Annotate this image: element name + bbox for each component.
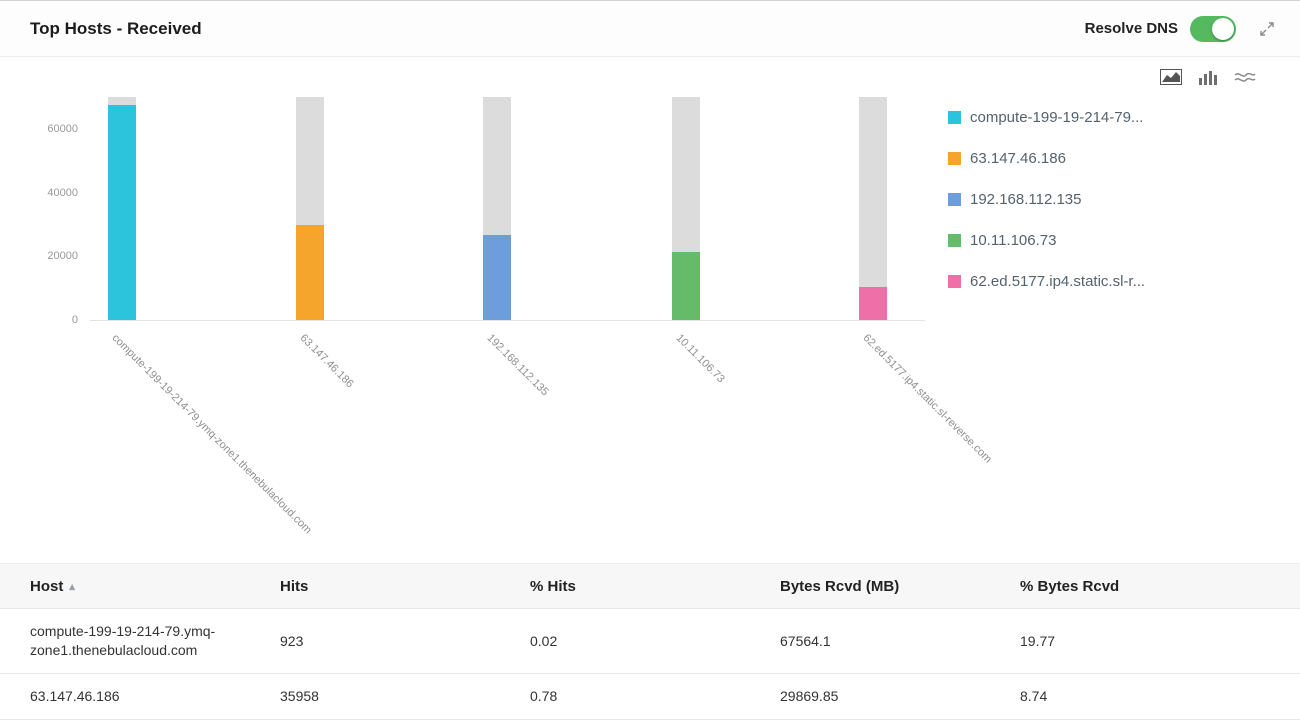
column-header-host[interactable]: Host ▴ xyxy=(30,578,280,595)
resolve-dns-toggle[interactable] xyxy=(1190,15,1236,42)
cell-pct_hits: 0.02 xyxy=(530,632,558,649)
stream-chart-icon[interactable] xyxy=(1234,70,1256,84)
bar-chart-icon[interactable] xyxy=(1198,69,1218,85)
legend-swatch-icon xyxy=(948,275,961,288)
y-axis-tick-label: 40000 xyxy=(47,186,78,199)
legend-label: 62.ed.5177.ip4.static.sl-r... xyxy=(970,273,1146,290)
legend-item[interactable]: 63.147.46.186 xyxy=(948,150,1145,167)
chart-type-switcher xyxy=(1160,69,1256,85)
legend-label: 63.147.46.186 xyxy=(970,150,1066,167)
chart-bar-track xyxy=(859,97,888,320)
table-row[interactable]: compute-199-19-214-79.ymq-zone1.thenebul… xyxy=(0,609,1300,674)
chart-bar[interactable] xyxy=(859,286,888,320)
cell-bytes_rcvd: 29869.85 xyxy=(780,688,839,705)
table-header-row: Host ▴ Hits % Hits Bytes Rcvd (MB) % Bytes Rc… xyxy=(0,563,1300,609)
table-body: compute-199-19-214-79.ymq-zone1.thenebul… xyxy=(0,609,1300,720)
chart-legend: compute-199-19-214-79... 63.147.46.186 192… xyxy=(948,109,1145,314)
x-axis-label: 10.11.106.73 xyxy=(673,332,728,386)
area-chart-icon[interactable] xyxy=(1160,69,1182,85)
legend-swatch-icon xyxy=(948,193,961,206)
legend-swatch-icon xyxy=(948,152,961,165)
column-header-hits[interactable]: Hits xyxy=(280,578,530,595)
expand-icon[interactable] xyxy=(1260,21,1274,36)
column-header-bytes_rcvd[interactable]: Bytes Rcvd (MB) xyxy=(780,578,1020,595)
column-header-pct_bytes[interactable]: % Bytes Rcvd xyxy=(1020,578,1270,595)
column-header-label: % Hits xyxy=(530,577,576,595)
sort-ascending-icon: ▴ xyxy=(69,580,75,593)
legend-label: compute-199-19-214-79... xyxy=(970,109,1144,126)
x-axis-label: 62.ed.5177.ip4.static.sl-reverse.com xyxy=(860,332,995,466)
chart-bar[interactable] xyxy=(107,104,136,320)
chart-bar-track xyxy=(482,97,511,320)
chart-bar[interactable] xyxy=(672,252,701,320)
cell-pct_bytes: 19.77 xyxy=(1020,632,1056,649)
cell-hits: 923 xyxy=(280,632,304,649)
chart-bar-track xyxy=(672,97,701,320)
chart-bar-track xyxy=(295,97,324,320)
legend-item[interactable]: 62.ed.5177.ip4.static.sl-r... xyxy=(948,273,1145,290)
cell-hits: 35958 xyxy=(280,688,319,705)
hosts-table: Host ▴ Hits % Hits Bytes Rcvd (MB) % Bytes Rc… xyxy=(0,563,1300,720)
chart-section: 0 20000 40000 60000 compute-199-19-214-79.ym… xyxy=(0,57,1300,547)
cell-host: 63.147.46.186 xyxy=(30,687,120,704)
x-axis-label: 192.168.112.135 xyxy=(484,332,551,399)
resolve-dns-label: Resolve DNS xyxy=(1084,20,1178,37)
legend-label: 192.168.112.135 xyxy=(970,191,1082,208)
toggle-knob xyxy=(1212,17,1234,40)
cell-pct_bytes: 8.74 xyxy=(1020,688,1048,705)
widget-header: Top Hosts - Received Resolve DNS xyxy=(0,0,1300,57)
plot-area: 0 20000 40000 60000 compute-199-19-214-79.ym… xyxy=(47,97,994,536)
column-header-label: Host xyxy=(30,577,64,595)
table-row[interactable]: 63.147.46.186 35958 0.78 29869.85 8.74 xyxy=(0,674,1300,720)
legend-item[interactable]: 10.11.106.73 xyxy=(948,232,1145,249)
header-controls: Resolve DNS xyxy=(1084,15,1274,42)
chart-bar[interactable] xyxy=(482,234,511,320)
legend-swatch-icon xyxy=(948,111,961,124)
column-header-label: Bytes Rcvd (MB) xyxy=(780,577,900,595)
column-header-pct_hits[interactable]: % Hits xyxy=(530,578,780,595)
x-axis-label: compute-199-19-214-79.ymq-zone1.thenebul… xyxy=(109,332,314,537)
x-axis-label: 63.147.46.186 xyxy=(297,332,356,391)
chart-bar-track xyxy=(107,97,136,320)
legend-item[interactable]: 192.168.112.135 xyxy=(948,191,1145,208)
legend-label: 10.11.106.73 xyxy=(970,232,1057,249)
column-header-label: Hits xyxy=(280,577,309,595)
legend-item[interactable]: compute-199-19-214-79... xyxy=(948,109,1145,126)
cell-host: compute-199-19-214-79.ymq-zone1.thenebul… xyxy=(30,623,216,658)
chart-bar[interactable] xyxy=(295,224,324,320)
legend-swatch-icon xyxy=(948,234,961,247)
y-axis-tick-label: 0 xyxy=(71,314,78,326)
cell-pct_hits: 0.78 xyxy=(530,688,558,705)
column-header-label: % Bytes Rcvd xyxy=(1020,577,1120,595)
y-axis-tick-label: 20000 xyxy=(47,250,78,263)
cell-bytes_rcvd: 67564.1 xyxy=(780,632,831,649)
page-title: Top Hosts - Received xyxy=(30,18,202,38)
y-axis-tick-label: 60000 xyxy=(47,122,78,135)
